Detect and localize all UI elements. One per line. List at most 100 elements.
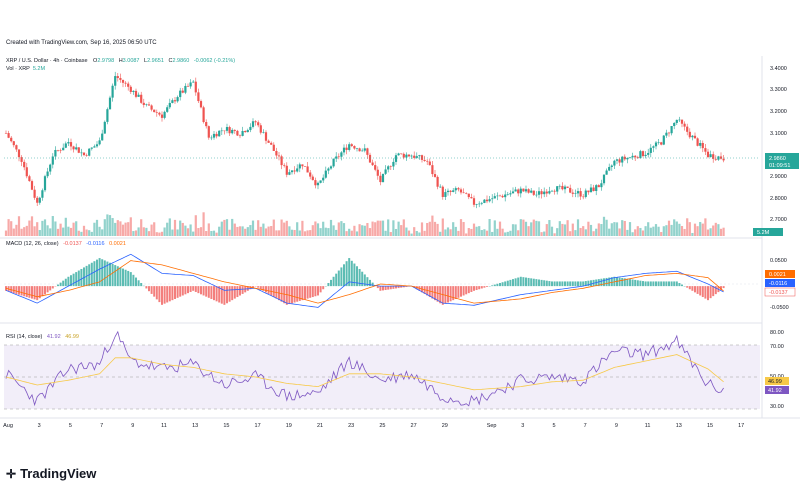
candle xyxy=(101,133,104,141)
volume-bar xyxy=(72,222,75,236)
candle xyxy=(394,155,398,162)
macd-histogram-bar xyxy=(103,260,106,287)
macd-histogram-bar xyxy=(462,286,465,296)
volume-bar xyxy=(363,225,366,236)
candle xyxy=(212,133,216,138)
macd-histogram-bar xyxy=(119,267,122,287)
time-tick: Aug xyxy=(3,423,13,429)
candle xyxy=(293,170,296,172)
macd-histogram-bar xyxy=(681,284,683,287)
macd-axis[interactable]: 0.0500 -0.0500 xyxy=(770,258,789,311)
macd-histogram-bar xyxy=(564,281,566,287)
candle xyxy=(483,199,486,203)
volume-bar xyxy=(77,230,80,236)
macd-histogram-bar xyxy=(335,273,338,287)
volume-bar xyxy=(597,223,600,236)
macd-histogram-bar xyxy=(150,286,153,294)
volume-bar xyxy=(350,230,353,236)
volume-bar xyxy=(171,229,174,236)
candle-series[interactable] xyxy=(4,71,725,209)
candle xyxy=(33,189,36,198)
candle xyxy=(634,155,637,158)
macd-histogram-bar xyxy=(657,281,660,287)
candle xyxy=(296,168,299,172)
candle xyxy=(223,130,226,132)
candle xyxy=(618,159,621,163)
volume-bar xyxy=(563,224,567,236)
candle xyxy=(280,156,283,166)
macd-histogram-bar xyxy=(228,286,231,302)
macd-histogram-bar xyxy=(259,286,262,290)
candle xyxy=(366,148,369,155)
volume-bar xyxy=(309,230,312,236)
volume-bar xyxy=(319,228,322,236)
candle xyxy=(348,144,351,150)
candle xyxy=(322,177,325,181)
volume-bar xyxy=(121,224,125,236)
candle xyxy=(41,190,44,198)
volume-bar xyxy=(293,229,296,236)
candle xyxy=(532,190,535,195)
macd-histogram-bar xyxy=(361,271,364,287)
time-tick: 27 xyxy=(411,423,417,429)
macd-histogram-bar xyxy=(475,286,478,291)
rsi-axis[interactable]: 80.00 70.00 50.00 30.00 xyxy=(770,330,784,410)
candle xyxy=(699,142,702,146)
time-axis[interactable]: Aug 3 5 7 9 11 13 15 17 19 21 23 25 27 29 Sep 3 5 7 9 11 13 15… xyxy=(3,423,744,429)
macd-histogram-bar xyxy=(431,286,434,299)
macd-histogram-bar xyxy=(694,286,696,293)
candle xyxy=(613,160,616,166)
macd-histogram-bar xyxy=(532,278,535,287)
macd-histogram-bar xyxy=(202,286,205,296)
macd-histogram-bar xyxy=(210,286,213,299)
volume-bar xyxy=(537,221,541,236)
macd-histogram-bar xyxy=(36,286,39,301)
macd-histogram-bar xyxy=(517,277,520,287)
volume-bar xyxy=(459,219,463,236)
volume-bar xyxy=(215,232,218,236)
volume-bar xyxy=(626,229,629,236)
macd-histogram-bar xyxy=(215,286,218,302)
volume-bar xyxy=(329,219,333,236)
candle xyxy=(621,156,624,163)
volume-bar xyxy=(615,222,619,236)
candle xyxy=(15,145,18,150)
volume-bar xyxy=(483,229,486,236)
candle xyxy=(673,122,676,127)
volume-bar xyxy=(691,232,694,236)
tradingview-logo: ✛ TradingView xyxy=(6,466,96,481)
macd-histogram-bar xyxy=(436,286,439,302)
candle xyxy=(158,112,161,115)
price-axis[interactable]: 3.4000 3.3000 3.2000 3.1000 2.9000 2.800… xyxy=(770,66,787,223)
volume-bar xyxy=(98,226,101,236)
macd-histogram-bar xyxy=(179,286,182,297)
volume-bar xyxy=(225,219,229,236)
macd-histogram-bar xyxy=(298,286,301,301)
volume-bar xyxy=(660,232,663,236)
candle xyxy=(444,192,447,197)
time-tick: 5 xyxy=(69,423,72,429)
time-tick: 15 xyxy=(707,423,713,429)
time-tick: 29 xyxy=(442,423,448,429)
candle xyxy=(355,148,359,149)
volume-bar xyxy=(457,230,460,236)
macd-histogram-bar xyxy=(265,286,267,293)
candle xyxy=(592,187,595,192)
macd-histogram-bar xyxy=(704,286,707,299)
symbol-info: XRP / U.S. Dollar · 4h · Coinbase O2.979… xyxy=(6,58,235,64)
candle xyxy=(145,104,148,106)
macd-tick: -0.0500 xyxy=(770,305,789,311)
volume-bar xyxy=(491,231,494,236)
volume-bar xyxy=(688,222,691,236)
candle xyxy=(324,170,327,178)
macd-histogram-bar xyxy=(70,275,72,287)
macd-histogram-bar xyxy=(465,286,468,295)
candle xyxy=(168,102,171,108)
candle xyxy=(709,154,712,158)
macd-histogram-bar xyxy=(12,286,15,294)
macd-series xyxy=(5,253,725,308)
candle xyxy=(36,197,39,203)
macd-histogram-bar xyxy=(387,286,390,290)
volume-bar xyxy=(43,219,47,236)
